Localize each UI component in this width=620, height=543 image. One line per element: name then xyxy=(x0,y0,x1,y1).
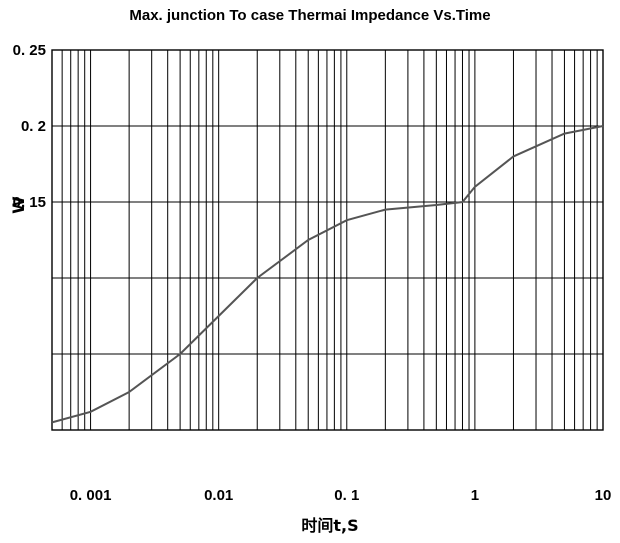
plot-frame xyxy=(51,49,604,431)
grid xyxy=(51,49,604,430)
y-axis-label: W xyxy=(9,196,28,214)
x-tick-label: 1 xyxy=(471,487,479,504)
x-axis-label: 时间t,S xyxy=(301,516,358,535)
y-tick-label: 0. 15 xyxy=(13,194,46,211)
x-tick-labels: 0. 001 0.01 0. 1 1 10 xyxy=(70,487,612,504)
series-line-1 xyxy=(51,125,604,424)
y-tick-label: 0. 2 xyxy=(21,118,46,135)
x-tick-label: 0. 1 xyxy=(334,487,359,504)
y-tick-label: 0. 25 xyxy=(13,42,46,59)
x-tick-label: 0.01 xyxy=(204,487,233,504)
y-tick-labels: 0. 25 0. 2 0. 15 xyxy=(13,42,46,211)
chart-title: Max. junction To case Thermai Impedance … xyxy=(129,7,490,24)
series-lines xyxy=(51,125,604,424)
plot-border xyxy=(51,49,604,431)
x-tick-label: 10 xyxy=(595,487,612,504)
x-tick-label: 0. 001 xyxy=(70,487,112,504)
